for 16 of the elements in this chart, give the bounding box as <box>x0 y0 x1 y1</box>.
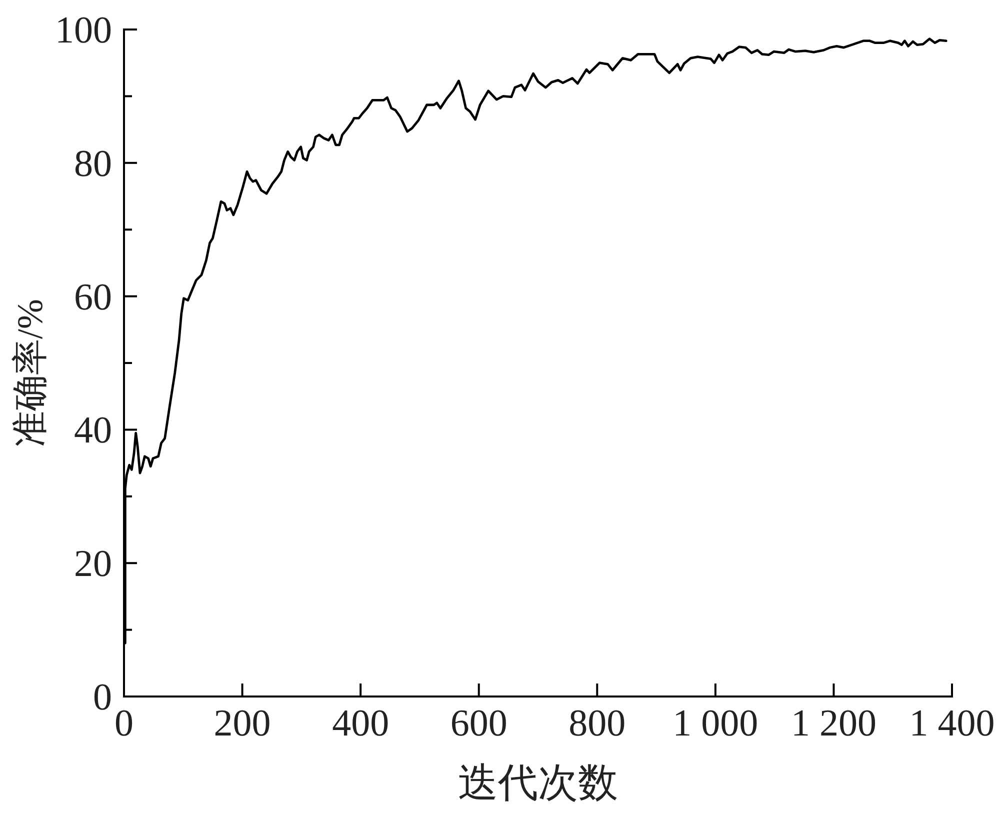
x-tick-label: 1 000 <box>672 702 758 744</box>
x-tick-label: 1 200 <box>790 702 876 744</box>
x-tick-label: 1 400 <box>909 702 995 744</box>
x-tick-label: 600 <box>450 702 508 744</box>
y-tick-label: 80 <box>74 142 112 185</box>
x-tick-label: 0 <box>114 702 134 744</box>
y-tick-label: 100 <box>55 10 112 52</box>
y-tick-label: 60 <box>74 276 112 318</box>
x-axis-title: 迭代次数 <box>458 760 618 805</box>
x-tick-label: 400 <box>332 702 390 744</box>
y-axis-title: 准确率/% <box>10 299 50 447</box>
y-tick-label: 0 <box>93 676 112 718</box>
x-tick-label: 800 <box>568 702 626 744</box>
x-tick-label: 200 <box>214 702 271 744</box>
y-tick-label: 20 <box>74 543 112 586</box>
y-tick-label: 40 <box>74 410 112 452</box>
